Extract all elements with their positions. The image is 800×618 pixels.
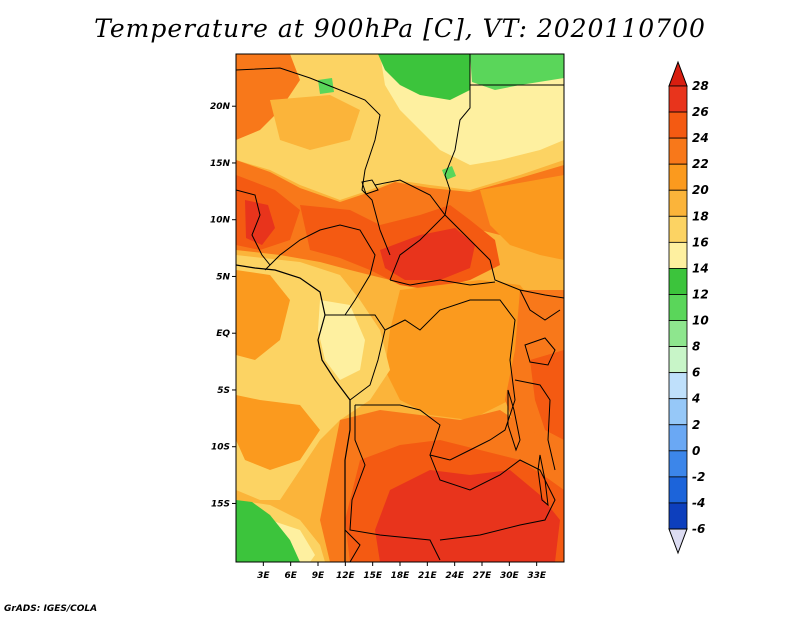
boundary-sudan <box>444 84 564 299</box>
lon-tick-label: 27E <box>473 571 493 581</box>
lon-tick-label: 9E <box>312 571 325 581</box>
colorbar-label: 0 <box>692 444 700 458</box>
colorbar-segment <box>668 372 688 400</box>
temperature-field <box>236 54 564 562</box>
lat-tick-label: 15S <box>211 499 230 509</box>
colorbar-label: 20 <box>692 183 709 197</box>
colorbar-label: 12 <box>692 287 709 301</box>
colorbar-segment <box>668 189 688 217</box>
colorbar-segment <box>668 502 688 530</box>
lon-tick-label: 18E <box>391 571 411 581</box>
map-title: Temperature at 900hPa [C], VT: 202011070… <box>94 14 706 43</box>
country-boundaries <box>236 54 564 562</box>
colorbar-label: 28 <box>692 79 709 93</box>
colorbar-segment <box>668 85 688 113</box>
field-southwest-orange <box>236 395 320 470</box>
colorbar-label: 24 <box>692 131 709 145</box>
colorbar-label: -4 <box>692 496 705 510</box>
field-northwest-orange <box>236 54 300 140</box>
lat-tick-label: 5S <box>217 386 230 396</box>
boundary-zambia <box>429 454 556 541</box>
latitude-axis: 20N 15N 10N 5N EQ 5S 10S 15S <box>210 102 236 509</box>
field-sahara-green <box>378 54 470 100</box>
lat-tick-label: 10N <box>210 216 231 226</box>
colorbar-label: -6 <box>692 522 705 536</box>
longitude-axis: 3E 6E 9E 12E 15E 18E 21E 24E 27E 30E 33E <box>257 562 547 581</box>
colorbar-segment <box>668 476 688 504</box>
colorbar-segment <box>668 137 688 165</box>
boundary-north <box>236 67 391 256</box>
lat-tick-label: 15N <box>210 159 231 169</box>
colorbar-label: 4 <box>691 392 700 406</box>
colorbar-segment <box>668 111 688 139</box>
lat-tick-label: EQ <box>216 329 230 339</box>
lon-tick-label: 15E <box>363 571 383 581</box>
colorbar-label: 6 <box>692 366 700 380</box>
lake-tanganyika <box>507 389 521 452</box>
field-west-coast-orange <box>236 270 290 360</box>
boundary-car <box>389 279 496 286</box>
colorbar-bottom-arrow <box>668 528 688 555</box>
colorbar-segment <box>668 450 688 478</box>
field-gabon-pale <box>318 300 365 380</box>
lon-tick-label: 3E <box>257 571 270 581</box>
lake-malawi <box>537 454 549 507</box>
coastline <box>236 264 351 562</box>
boundary-east <box>514 289 561 471</box>
boundary-namibia <box>344 529 361 562</box>
colorbar-segment <box>668 320 688 347</box>
lon-tick-label: 12E <box>336 571 356 581</box>
colorbar-label: 8 <box>692 340 700 354</box>
boundary-drc <box>355 299 516 461</box>
lon-tick-label: 30E <box>500 571 520 581</box>
colorbar-top-arrow <box>668 60 688 87</box>
colorbar-segment <box>668 294 688 321</box>
field-sahel-hottest <box>380 228 475 280</box>
colorbar-segment <box>668 215 688 243</box>
colorbar-label: 2 <box>692 418 700 432</box>
lon-tick-label: 24E <box>445 571 465 581</box>
colorbar-segment <box>668 268 688 295</box>
field-southwest-green <box>236 500 300 562</box>
lon-tick-label: 21E <box>418 571 438 581</box>
colorbar-segment <box>668 163 688 191</box>
lake-victoria <box>524 337 556 366</box>
field-sahara-green-east <box>470 54 564 90</box>
lon-tick-label: 33E <box>527 571 547 581</box>
colorbar-label: 22 <box>692 157 709 171</box>
boundary-west <box>236 189 271 266</box>
colorbar-segment <box>668 424 688 452</box>
lat-tick-label: 10S <box>211 443 230 453</box>
boundary-chad <box>374 179 446 281</box>
boundary-angola <box>349 405 441 561</box>
colorbar-label: 16 <box>692 235 709 249</box>
colorbar-segment <box>668 346 688 374</box>
colorbar-label: 10 <box>692 314 709 328</box>
field-north-inner <box>270 95 360 150</box>
colorbar-label: 18 <box>692 209 709 223</box>
colorbar-label: 14 <box>692 261 709 275</box>
colorbar-segment <box>668 241 688 269</box>
boundary-libya-egypt <box>444 54 471 216</box>
lat-tick-label: 20N <box>210 102 231 112</box>
lon-tick-label: 6E <box>284 571 297 581</box>
lat-tick-label: 5N <box>216 272 230 282</box>
field-green-patch <box>318 78 334 94</box>
colorbar-label: -2 <box>692 470 705 484</box>
colorbar-segment <box>668 398 688 426</box>
grads-credit: GrADS: IGES/COLA <box>4 604 98 614</box>
field-congo-orange <box>385 280 540 420</box>
boundary-nigeria-cameroon <box>264 224 376 316</box>
lake-chad <box>361 179 379 195</box>
field-east-orange <box>480 175 564 260</box>
colorbar-label: 26 <box>692 105 709 119</box>
